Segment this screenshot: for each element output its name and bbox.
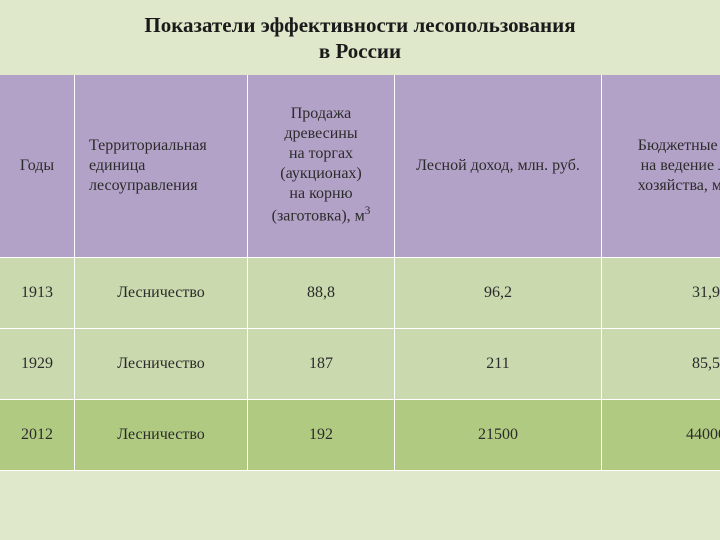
cell-unit: Лесничество [75,328,248,399]
cell-income: 96,2 [395,257,602,328]
col-header-year: Годы [0,75,75,258]
cell-sale: 192 [248,399,395,470]
table-row: 1929 Лесничество 187 211 85,5 [0,328,720,399]
table-header-row: Годы Территориальная единица лесоуправле… [0,75,720,258]
cell-income: 211 [395,328,602,399]
cell-year: 2012 [0,399,75,470]
cell-sale: 88,8 [248,257,395,328]
cell-cost: 44000 [602,399,720,470]
efficiency-table: Годы Территориальная единица лесоуправле… [0,75,720,471]
col-header-unit: Территориальная единица лесоуправления [75,75,248,258]
cell-cost: 31,9 [602,257,720,328]
col-header-sale: Продажа древесинына торгах (аукционах)на… [248,75,395,258]
cell-cost: 85,5 [602,328,720,399]
cell-income: 21500 [395,399,602,470]
cell-unit: Лесничество [75,399,248,470]
page-title: Показатели эффективности лесопользования… [0,0,720,75]
table-row: 1913 Лесничество 88,8 96,2 31,9 [0,257,720,328]
cell-year: 1929 [0,328,75,399]
title-line-1: Показатели эффективности лесопользования [20,12,700,38]
title-line-2: в России [20,38,700,64]
table-body: 1913 Лесничество 88,8 96,2 31,9 1929 Лес… [0,257,720,470]
page-root: Показатели эффективности лесопользования… [0,0,720,540]
cell-year: 1913 [0,257,75,328]
col-header-cost: Бюджетные затратына ведение лесногохозяй… [602,75,720,258]
table-row: 2012 Лесничество 192 21500 44000 [0,399,720,470]
table-header: Годы Территориальная единица лесоуправле… [0,75,720,258]
cell-sale: 187 [248,328,395,399]
col-header-income: Лесной доход, млн. руб. [395,75,602,258]
cell-unit: Лесничество [75,257,248,328]
